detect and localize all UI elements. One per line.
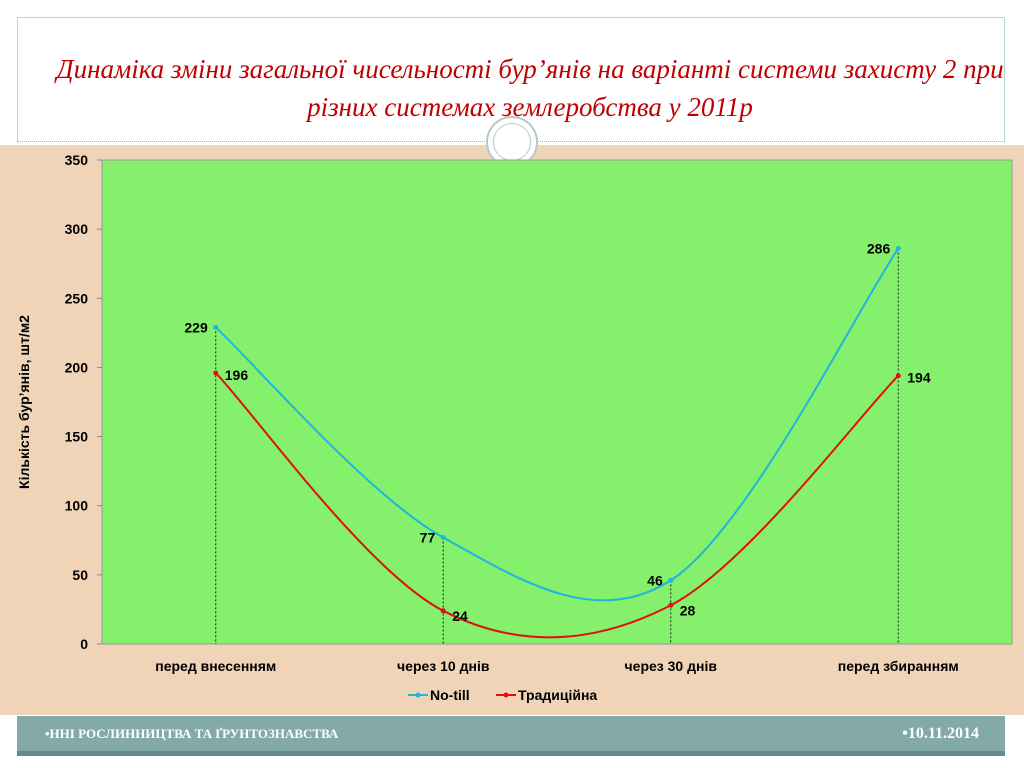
data-labels: 229 77 46 286 196 24 28 194: [184, 241, 930, 624]
legend-label: Традиційна: [518, 687, 597, 703]
footer-bottom-strip: [17, 751, 1005, 756]
y-tick-label: 350: [65, 152, 89, 168]
axes: 0 50 100 150 200 250 300 350 перед внесенням чере…: [65, 152, 959, 674]
data-point: [440, 535, 446, 541]
x-tick-label: перед внесенням: [155, 658, 276, 674]
y-axis-label: Кількість бур’янів, шт/м2: [16, 315, 32, 489]
x-tick-label: через 10 днів: [397, 658, 490, 674]
footer-bar: •ННІ РОСЛИННИЦТВА ТА ҐРУНТОЗНАВСТВА •10.…: [17, 716, 1005, 751]
data-label: 77: [420, 530, 436, 546]
legend-marker: [415, 692, 421, 698]
legend: No-till Традиційна: [408, 687, 597, 703]
data-point: [440, 608, 446, 614]
data-point: [668, 602, 674, 608]
x-tick-label: перед збиранням: [838, 658, 959, 674]
plot-area: [101, 159, 1013, 645]
data-label: 28: [680, 602, 696, 618]
footer-date: •10.11.2014: [902, 725, 979, 742]
data-label: 24: [452, 608, 468, 624]
y-tick-label: 50: [72, 567, 88, 583]
legend-label: No-till: [430, 687, 470, 703]
data-point: [213, 370, 219, 376]
y-tick-label: 0: [80, 636, 88, 652]
slide-title: Динаміка зміни загальної чисельності бур…: [56, 54, 1004, 122]
x-tick-label: через 30 днів: [625, 658, 718, 674]
data-label: 286: [867, 241, 891, 257]
y-tick-label: 250: [65, 290, 89, 306]
drop-lines: [215, 248, 899, 644]
series-group: [213, 246, 901, 639]
data-label: 229: [184, 319, 208, 335]
y-tick-label: 100: [65, 498, 89, 514]
data-point: [895, 373, 901, 379]
data-point: [895, 246, 901, 252]
line-chart: 0 50 100 150 200 250 300 350 перед внесенням чере…: [16, 152, 1013, 703]
data-label: 46: [647, 572, 663, 588]
circle-ornament-icon: [486, 116, 538, 168]
y-tick-label: 200: [65, 359, 89, 375]
data-label: 194: [907, 370, 931, 386]
y-tick-label: 300: [65, 221, 89, 237]
data-label: 196: [225, 367, 249, 383]
series-line: [215, 247, 900, 602]
data-point: [668, 577, 674, 583]
footer-institute: •ННІ РОСЛИННИЦТВА ТА ҐРУНТОЗНАВСТВА: [45, 726, 339, 741]
data-point: [213, 324, 219, 330]
legend-marker: [503, 692, 509, 698]
y-tick-label: 150: [65, 429, 89, 445]
series-line: [215, 372, 899, 639]
